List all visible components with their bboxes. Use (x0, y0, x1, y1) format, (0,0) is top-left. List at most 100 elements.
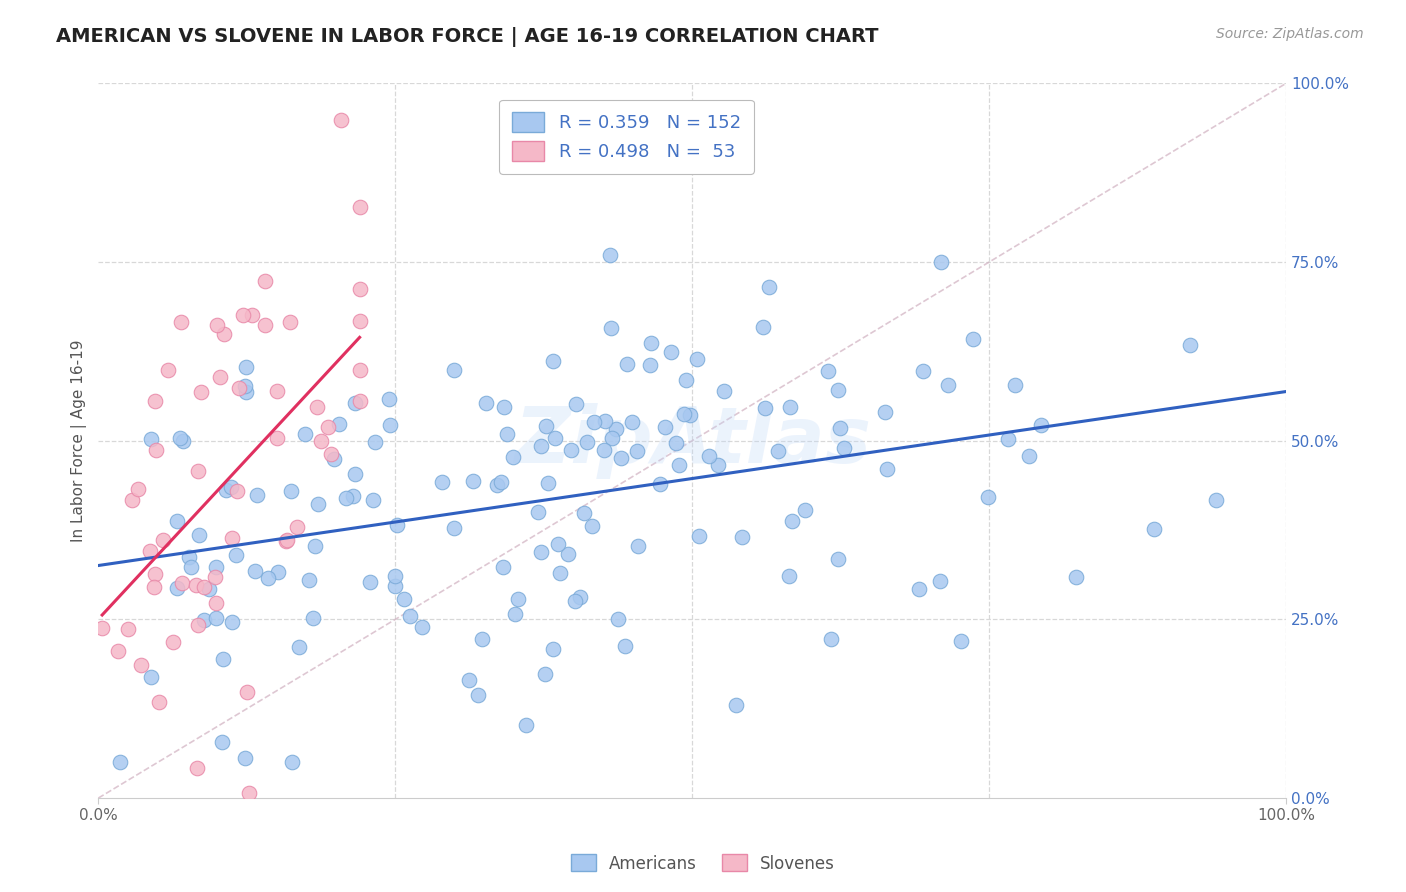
Text: ZipAtlas: ZipAtlas (513, 403, 870, 479)
Point (936, 377, 959, 392)
Point (574, 506, 596, 520)
Point (131, 658, 153, 673)
Point (828, 421, 851, 435)
Point (496, 427, 519, 442)
Point (166, 514, 188, 528)
Point (184, 577, 207, 591)
Y-axis label: In Labor Force | Age 16-19: In Labor Force | Age 16-19 (72, 340, 87, 542)
Point (565, 397, 588, 411)
Point (267, 565, 290, 579)
Point (778, 569, 800, 583)
Point (616, 357, 638, 371)
Point (309, 434, 332, 449)
Point (329, 112, 352, 127)
Point (962, 332, 984, 346)
Point (377, 392, 399, 406)
Point (475, 396, 498, 410)
Point (233, 378, 256, 392)
Point (613, 639, 636, 653)
Point (225, 483, 247, 498)
Point (145, 442, 167, 457)
Point (929, 574, 952, 588)
Point (359, 575, 381, 590)
Point (152, 533, 174, 547)
Point (699, 449, 721, 463)
Point (607, 612, 630, 626)
Point (221, 531, 243, 545)
Point (384, 569, 406, 583)
Point (817, 364, 839, 378)
Point (1205, 493, 1227, 508)
Point (470, 632, 492, 647)
Point (485, 477, 508, 491)
Point (977, 490, 1000, 504)
Point (560, 442, 582, 457)
Point (793, 503, 815, 517)
Point (593, 414, 616, 428)
Point (349, 281, 371, 295)
Point (527, 505, 550, 519)
Point (198, 582, 221, 596)
Point (323, 451, 346, 466)
Point (298, 573, 321, 587)
Point (246, 488, 269, 502)
Point (349, 200, 371, 214)
Point (758, 279, 780, 293)
Point (205, 318, 228, 332)
Legend: R = 0.359   N = 152, R = 0.498   N =  53: R = 0.359 N = 152, R = 0.498 N = 53 (499, 100, 754, 174)
Point (515, 717, 537, 731)
Point (547, 537, 569, 551)
Point (541, 641, 564, 656)
Point (668, 458, 690, 472)
Point (443, 363, 465, 377)
Point (232, 308, 254, 322)
Point (180, 560, 202, 574)
Point (294, 427, 316, 442)
Point (240, 308, 263, 322)
Point (621, 415, 644, 429)
Point (908, 582, 931, 597)
Point (1143, 522, 1166, 536)
Point (467, 688, 489, 702)
Point (731, 530, 754, 544)
Point (205, 560, 228, 574)
Point (139, 433, 162, 447)
Point (221, 615, 243, 629)
Point (688, 529, 710, 543)
Point (233, 750, 256, 764)
Point (648, 476, 671, 491)
Point (107, 644, 129, 658)
Point (627, 539, 650, 553)
Point (228, 381, 250, 395)
Point (780, 514, 803, 528)
Point (188, 528, 211, 542)
Point (430, 475, 453, 489)
Point (1018, 449, 1040, 463)
Point (172, 434, 194, 449)
Point (225, 548, 247, 562)
Point (582, 415, 605, 429)
Point (605, 422, 627, 436)
Point (221, 479, 243, 493)
Point (212, 652, 235, 666)
Point (138, 544, 160, 558)
Point (997, 433, 1019, 447)
Text: AMERICAN VS SLOVENE IN LABOR FORCE | AGE 16-19 CORRELATION CHART: AMERICAN VS SLOVENE IN LABOR FORCE | AGE… (56, 27, 879, 46)
Point (581, 519, 603, 533)
Point (204, 570, 226, 584)
Point (349, 314, 371, 328)
Point (1064, 570, 1087, 584)
Point (541, 354, 564, 368)
Point (530, 544, 553, 558)
Point (506, 591, 529, 606)
Point (212, 326, 235, 341)
Point (344, 467, 367, 481)
Point (304, 539, 326, 553)
Point (654, 420, 676, 434)
Point (492, 560, 515, 574)
Point (827, 551, 849, 566)
Text: Source: ZipAtlas.com: Source: ZipAtlas.com (1216, 27, 1364, 41)
Point (266, 431, 288, 445)
Point (537, 476, 560, 491)
Point (257, 571, 280, 585)
